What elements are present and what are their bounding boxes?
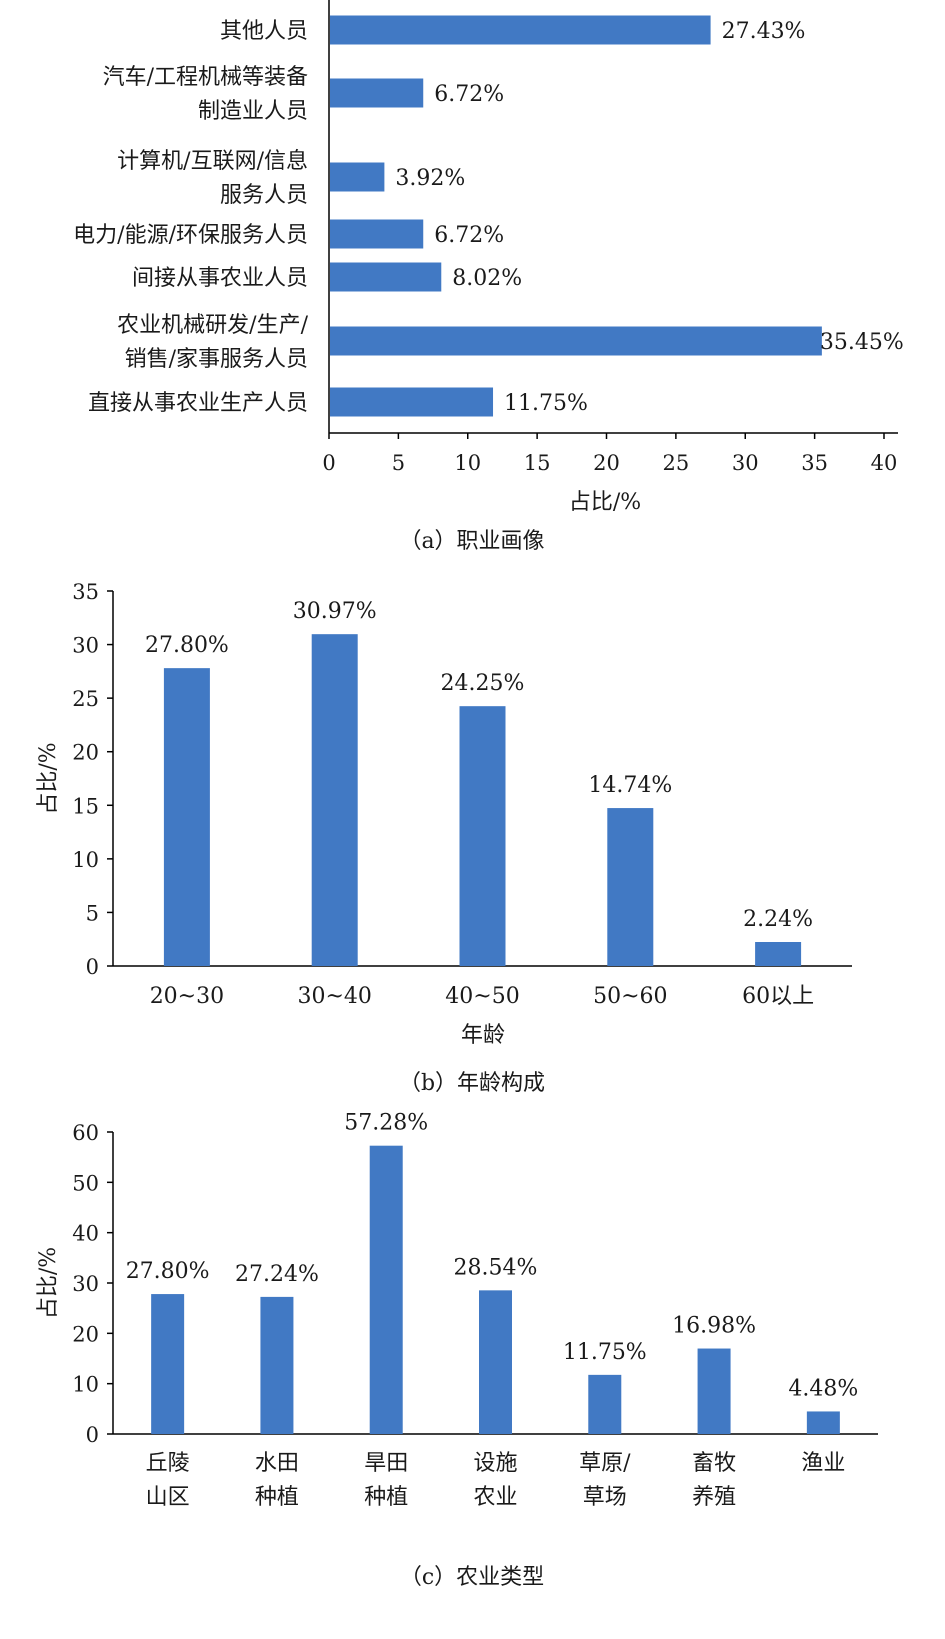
- b-y-tick-label: 15: [72, 794, 99, 818]
- b-data-label: 2.24%: [743, 907, 813, 932]
- c-data-label: 28.54%: [454, 1255, 538, 1280]
- c-data-label: 27.80%: [126, 1259, 210, 1284]
- a-x-tick-label: 35: [801, 451, 828, 475]
- a-bar: [330, 219, 424, 249]
- a-bar: [330, 326, 822, 356]
- c-bar: [151, 1294, 185, 1434]
- b-data-label: 24.25%: [441, 671, 525, 696]
- a-category-label: 计算机/互联网/信息: [117, 149, 308, 174]
- a-x-tick-label: 20: [593, 451, 620, 475]
- b-category-label: 50~60: [593, 984, 667, 1009]
- c-category-label: 渔业: [801, 1451, 845, 1476]
- c-y-tick-label: 60: [72, 1121, 99, 1145]
- c-category-label: 草原/: [579, 1451, 631, 1476]
- b-category-label: 60以上: [742, 984, 814, 1009]
- c-category-label: 丘陵: [146, 1451, 190, 1476]
- a-category-label: 制造业人员: [198, 99, 308, 124]
- b-bar: [459, 706, 506, 966]
- c-category-label: 种植: [364, 1485, 408, 1510]
- c-y-tick-label: 40: [72, 1222, 99, 1246]
- a-x-tick-label: 5: [392, 451, 405, 475]
- a-x-tick-label: 10: [454, 451, 481, 475]
- c-category-label: 水田: [255, 1451, 299, 1476]
- a-data-label: 8.02%: [452, 266, 522, 291]
- b-y-tick-label: 35: [72, 580, 99, 604]
- a-bar: [330, 162, 385, 192]
- c-bar: [369, 1145, 403, 1434]
- a-category-label: 汽车/工程机械等装备: [103, 65, 308, 90]
- a-data-label: 6.72%: [434, 82, 504, 107]
- b-y-tick-label: 30: [72, 634, 99, 658]
- a-data-label: 6.72%: [434, 223, 504, 248]
- b-category-label: 30~40: [297, 984, 371, 1009]
- c-category-label: 旱田: [364, 1451, 408, 1476]
- b-bar: [607, 808, 654, 966]
- a-category-label: 其他人员: [220, 19, 308, 44]
- b-x-axis-title: 年龄: [461, 1023, 505, 1048]
- b-y-tick-label: 0: [86, 955, 99, 979]
- a-bar: [330, 15, 711, 45]
- a-bar: [330, 78, 424, 108]
- b-y-tick-label: 10: [72, 848, 99, 872]
- b-y-tick-label: 25: [72, 687, 99, 711]
- c-category-label: 山区: [146, 1485, 190, 1510]
- b-bar: [311, 634, 358, 966]
- c-category-label: 养殖: [692, 1485, 736, 1510]
- a-data-label: 3.92%: [395, 166, 465, 191]
- a-data-label: 35.45%: [820, 330, 904, 355]
- a-category-label: 服务人员: [220, 183, 308, 208]
- a-data-label: 11.75%: [504, 391, 588, 416]
- c-caption: （c）农业类型: [400, 1565, 544, 1590]
- a-x-tick-label: 15: [524, 451, 551, 475]
- a-x-tick-label: 40: [871, 451, 898, 475]
- c-data-label: 57.28%: [344, 1111, 428, 1136]
- c-y-tick-label: 0: [86, 1423, 99, 1447]
- c-category-label: 农业: [473, 1485, 517, 1510]
- c-y-tick-label: 50: [72, 1171, 99, 1195]
- b-data-label: 14.74%: [588, 773, 672, 798]
- c-category-label: 种植: [255, 1485, 299, 1510]
- b-y-tick-label: 5: [86, 901, 99, 925]
- b-y-tick-label: 20: [72, 741, 99, 765]
- b-data-label: 30.97%: [293, 599, 377, 624]
- a-data-label: 27.43%: [722, 19, 806, 44]
- b-bar: [163, 668, 210, 966]
- a-x-tick-label: 30: [732, 451, 759, 475]
- c-bar: [588, 1374, 622, 1434]
- b-data-label: 27.80%: [145, 633, 229, 658]
- c-y-tick-label: 20: [72, 1322, 99, 1346]
- c-data-label: 16.98%: [672, 1314, 756, 1339]
- a-x-axis-title: 占比/%: [569, 490, 641, 515]
- a-x-tick-label: 0: [322, 451, 335, 475]
- a-caption: （a）职业画像: [399, 529, 544, 554]
- a-x-tick-label: 25: [663, 451, 690, 475]
- c-y-axis-title: 占比/%: [36, 1247, 61, 1319]
- a-category-label: 销售/家事服务人员: [125, 347, 308, 372]
- c-bar: [806, 1411, 840, 1434]
- c-y-tick-label: 10: [72, 1373, 99, 1397]
- a-category-label: 间接从事农业人员: [132, 266, 308, 291]
- c-data-label: 11.75%: [563, 1340, 647, 1365]
- c-data-label: 4.48%: [788, 1376, 858, 1401]
- a-bar: [330, 262, 442, 292]
- b-bar: [755, 942, 802, 966]
- c-data-label: 27.24%: [235, 1262, 319, 1287]
- b-caption: （b）年龄构成: [399, 1071, 545, 1096]
- c-y-tick-label: 30: [72, 1272, 99, 1296]
- b-category-label: 20~30: [150, 984, 224, 1009]
- c-category-label: 畜牧: [692, 1451, 736, 1476]
- c-bar: [697, 1348, 731, 1434]
- b-y-axis-title: 占比/%: [36, 742, 61, 814]
- c-bar: [260, 1296, 294, 1434]
- a-category-label: 电力/能源/环保服务人员: [73, 223, 308, 248]
- c-category-label: 草场: [583, 1485, 627, 1510]
- a-category-label: 直接从事农业生产人员: [88, 391, 308, 416]
- c-category-label: 设施: [473, 1451, 517, 1476]
- a-bar: [330, 387, 494, 417]
- c-bar: [479, 1290, 512, 1434]
- b-category-label: 40~50: [445, 984, 519, 1009]
- a-category-label: 农业机械研发/生产/: [117, 313, 308, 338]
